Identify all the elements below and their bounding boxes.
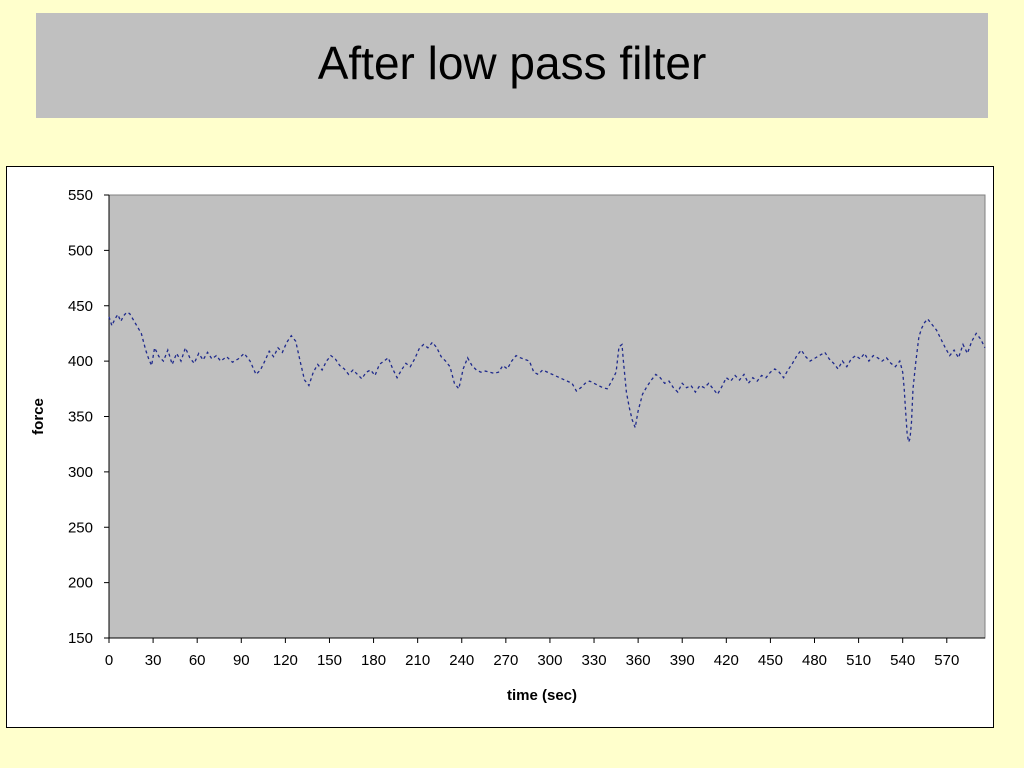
force-time-chart: 150 200 250 300 350 400 450 500 550 0 30 60 90 120 150…: [30, 187, 986, 704]
chart-frame: 150 200 250 300 350 400 450 500 550 0 30 60 90 120 150…: [6, 166, 994, 728]
x-tick-label: 510: [846, 652, 871, 669]
x-tick-label: 240: [449, 652, 474, 669]
y-tick-label: 250: [68, 519, 93, 536]
slide-title: After low pass filter: [317, 36, 707, 89]
x-tick-label: 540: [890, 652, 915, 669]
plot-area: [108, 194, 986, 639]
x-tick-label: 270: [493, 652, 518, 669]
x-tick-label: 0: [105, 652, 113, 669]
x-tick-label: 360: [626, 652, 651, 669]
x-tick-label: 210: [405, 652, 430, 669]
x-tick-label: 480: [802, 652, 827, 669]
x-tick-label: 420: [714, 652, 739, 669]
x-tick-label: 120: [273, 652, 298, 669]
x-tick-label: 150: [317, 652, 342, 669]
y-tick-label: 500: [68, 242, 93, 259]
x-tick-label: 570: [934, 652, 959, 669]
y-tick-label: 450: [68, 298, 93, 315]
x-tick-label: 30: [145, 652, 162, 669]
y-axis-label: force: [30, 398, 47, 435]
y-tick-label: 400: [68, 353, 93, 370]
x-tick-label: 90: [233, 652, 250, 669]
x-tick-label: 390: [670, 652, 695, 669]
x-axis-label: time (sec): [507, 687, 577, 704]
x-tick-label: 300: [537, 652, 562, 669]
y-tick-label: 200: [68, 575, 93, 592]
y-tick-label: 150: [68, 630, 93, 647]
x-tick-label: 60: [189, 652, 206, 669]
x-tick-label: 330: [582, 652, 607, 669]
y-tick-label: 350: [68, 409, 93, 426]
x-tick-label: 450: [758, 652, 783, 669]
y-tick-label: 550: [68, 187, 93, 204]
title-bar: After low pass filter: [36, 13, 988, 118]
x-tick-label: 180: [361, 652, 386, 669]
y-tick-label: 300: [68, 464, 93, 481]
